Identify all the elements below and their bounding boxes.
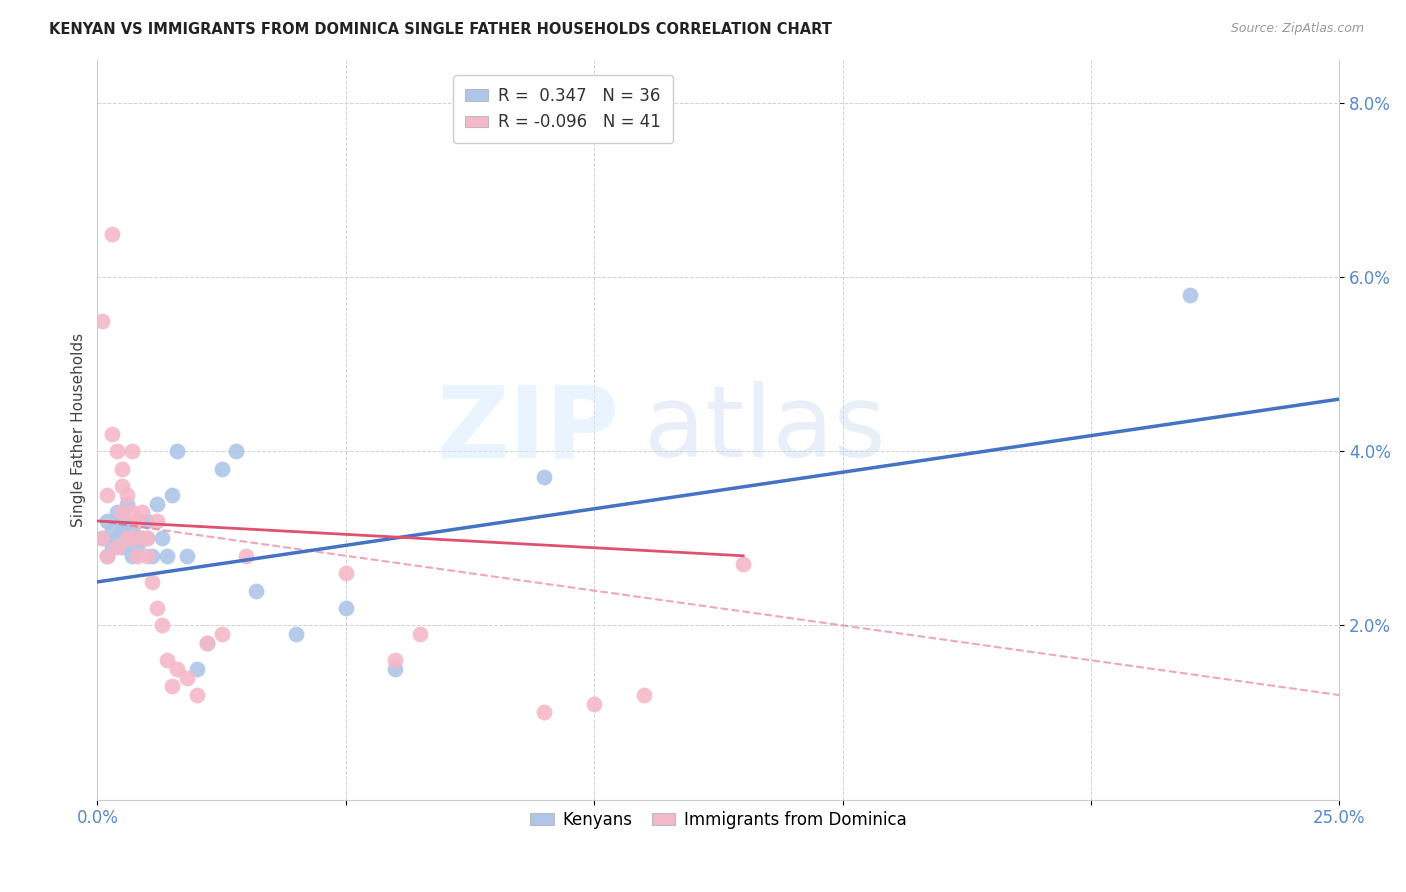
Text: ZIP: ZIP xyxy=(436,381,619,478)
Point xyxy=(384,662,406,676)
Point xyxy=(101,227,124,241)
Point xyxy=(136,532,159,546)
Point xyxy=(115,488,138,502)
Point xyxy=(96,549,118,563)
Point xyxy=(121,444,143,458)
Point xyxy=(384,653,406,667)
Text: Source: ZipAtlas.com: Source: ZipAtlas.com xyxy=(1230,22,1364,36)
Point xyxy=(533,470,555,484)
Point xyxy=(160,679,183,693)
Point xyxy=(195,636,218,650)
Point xyxy=(186,688,208,702)
Point xyxy=(633,688,655,702)
Point xyxy=(156,549,179,563)
Point xyxy=(1180,287,1202,301)
Point xyxy=(111,505,134,519)
Point xyxy=(211,461,233,475)
Point xyxy=(105,444,128,458)
Point xyxy=(733,558,755,572)
Point xyxy=(121,505,143,519)
Point xyxy=(127,514,149,528)
Point xyxy=(111,461,134,475)
Point xyxy=(121,523,143,537)
Point xyxy=(166,662,188,676)
Point xyxy=(105,540,128,554)
Point xyxy=(583,697,606,711)
Point xyxy=(225,444,247,458)
Point xyxy=(533,706,555,720)
Point xyxy=(146,514,169,528)
Point xyxy=(211,627,233,641)
Point xyxy=(127,540,149,554)
Point xyxy=(136,514,159,528)
Point xyxy=(115,532,138,546)
Point xyxy=(91,532,114,546)
Point xyxy=(96,488,118,502)
Point xyxy=(146,601,169,615)
Point xyxy=(101,426,124,441)
Point xyxy=(111,540,134,554)
Point xyxy=(166,444,188,458)
Point xyxy=(105,505,128,519)
Point xyxy=(111,514,134,528)
Point xyxy=(176,549,198,563)
Point xyxy=(101,540,124,554)
Point xyxy=(111,479,134,493)
Point xyxy=(150,532,173,546)
Point xyxy=(91,532,114,546)
Point xyxy=(131,505,153,519)
Point xyxy=(131,532,153,546)
Point xyxy=(127,549,149,563)
Point xyxy=(285,627,308,641)
Point xyxy=(136,549,159,563)
Point xyxy=(105,532,128,546)
Point xyxy=(136,532,159,546)
Point xyxy=(195,636,218,650)
Text: atlas: atlas xyxy=(644,381,886,478)
Legend: Kenyans, Immigrants from Dominica: Kenyans, Immigrants from Dominica xyxy=(523,805,912,836)
Point xyxy=(121,532,143,546)
Point xyxy=(115,532,138,546)
Point xyxy=(141,549,163,563)
Point xyxy=(141,574,163,589)
Point xyxy=(91,314,114,328)
Point xyxy=(186,662,208,676)
Point xyxy=(131,532,153,546)
Point xyxy=(121,549,143,563)
Point xyxy=(245,583,267,598)
Point xyxy=(335,566,357,581)
Point xyxy=(101,523,124,537)
Point xyxy=(409,627,432,641)
Point xyxy=(160,488,183,502)
Point xyxy=(156,653,179,667)
Point xyxy=(96,549,118,563)
Point xyxy=(127,514,149,528)
Point xyxy=(115,497,138,511)
Point xyxy=(96,514,118,528)
Point xyxy=(335,601,357,615)
Point xyxy=(150,618,173,632)
Point xyxy=(176,671,198,685)
Text: KENYAN VS IMMIGRANTS FROM DOMINICA SINGLE FATHER HOUSEHOLDS CORRELATION CHART: KENYAN VS IMMIGRANTS FROM DOMINICA SINGL… xyxy=(49,22,832,37)
Y-axis label: Single Father Households: Single Father Households xyxy=(72,333,86,526)
Point xyxy=(146,497,169,511)
Point xyxy=(235,549,257,563)
Point xyxy=(111,523,134,537)
